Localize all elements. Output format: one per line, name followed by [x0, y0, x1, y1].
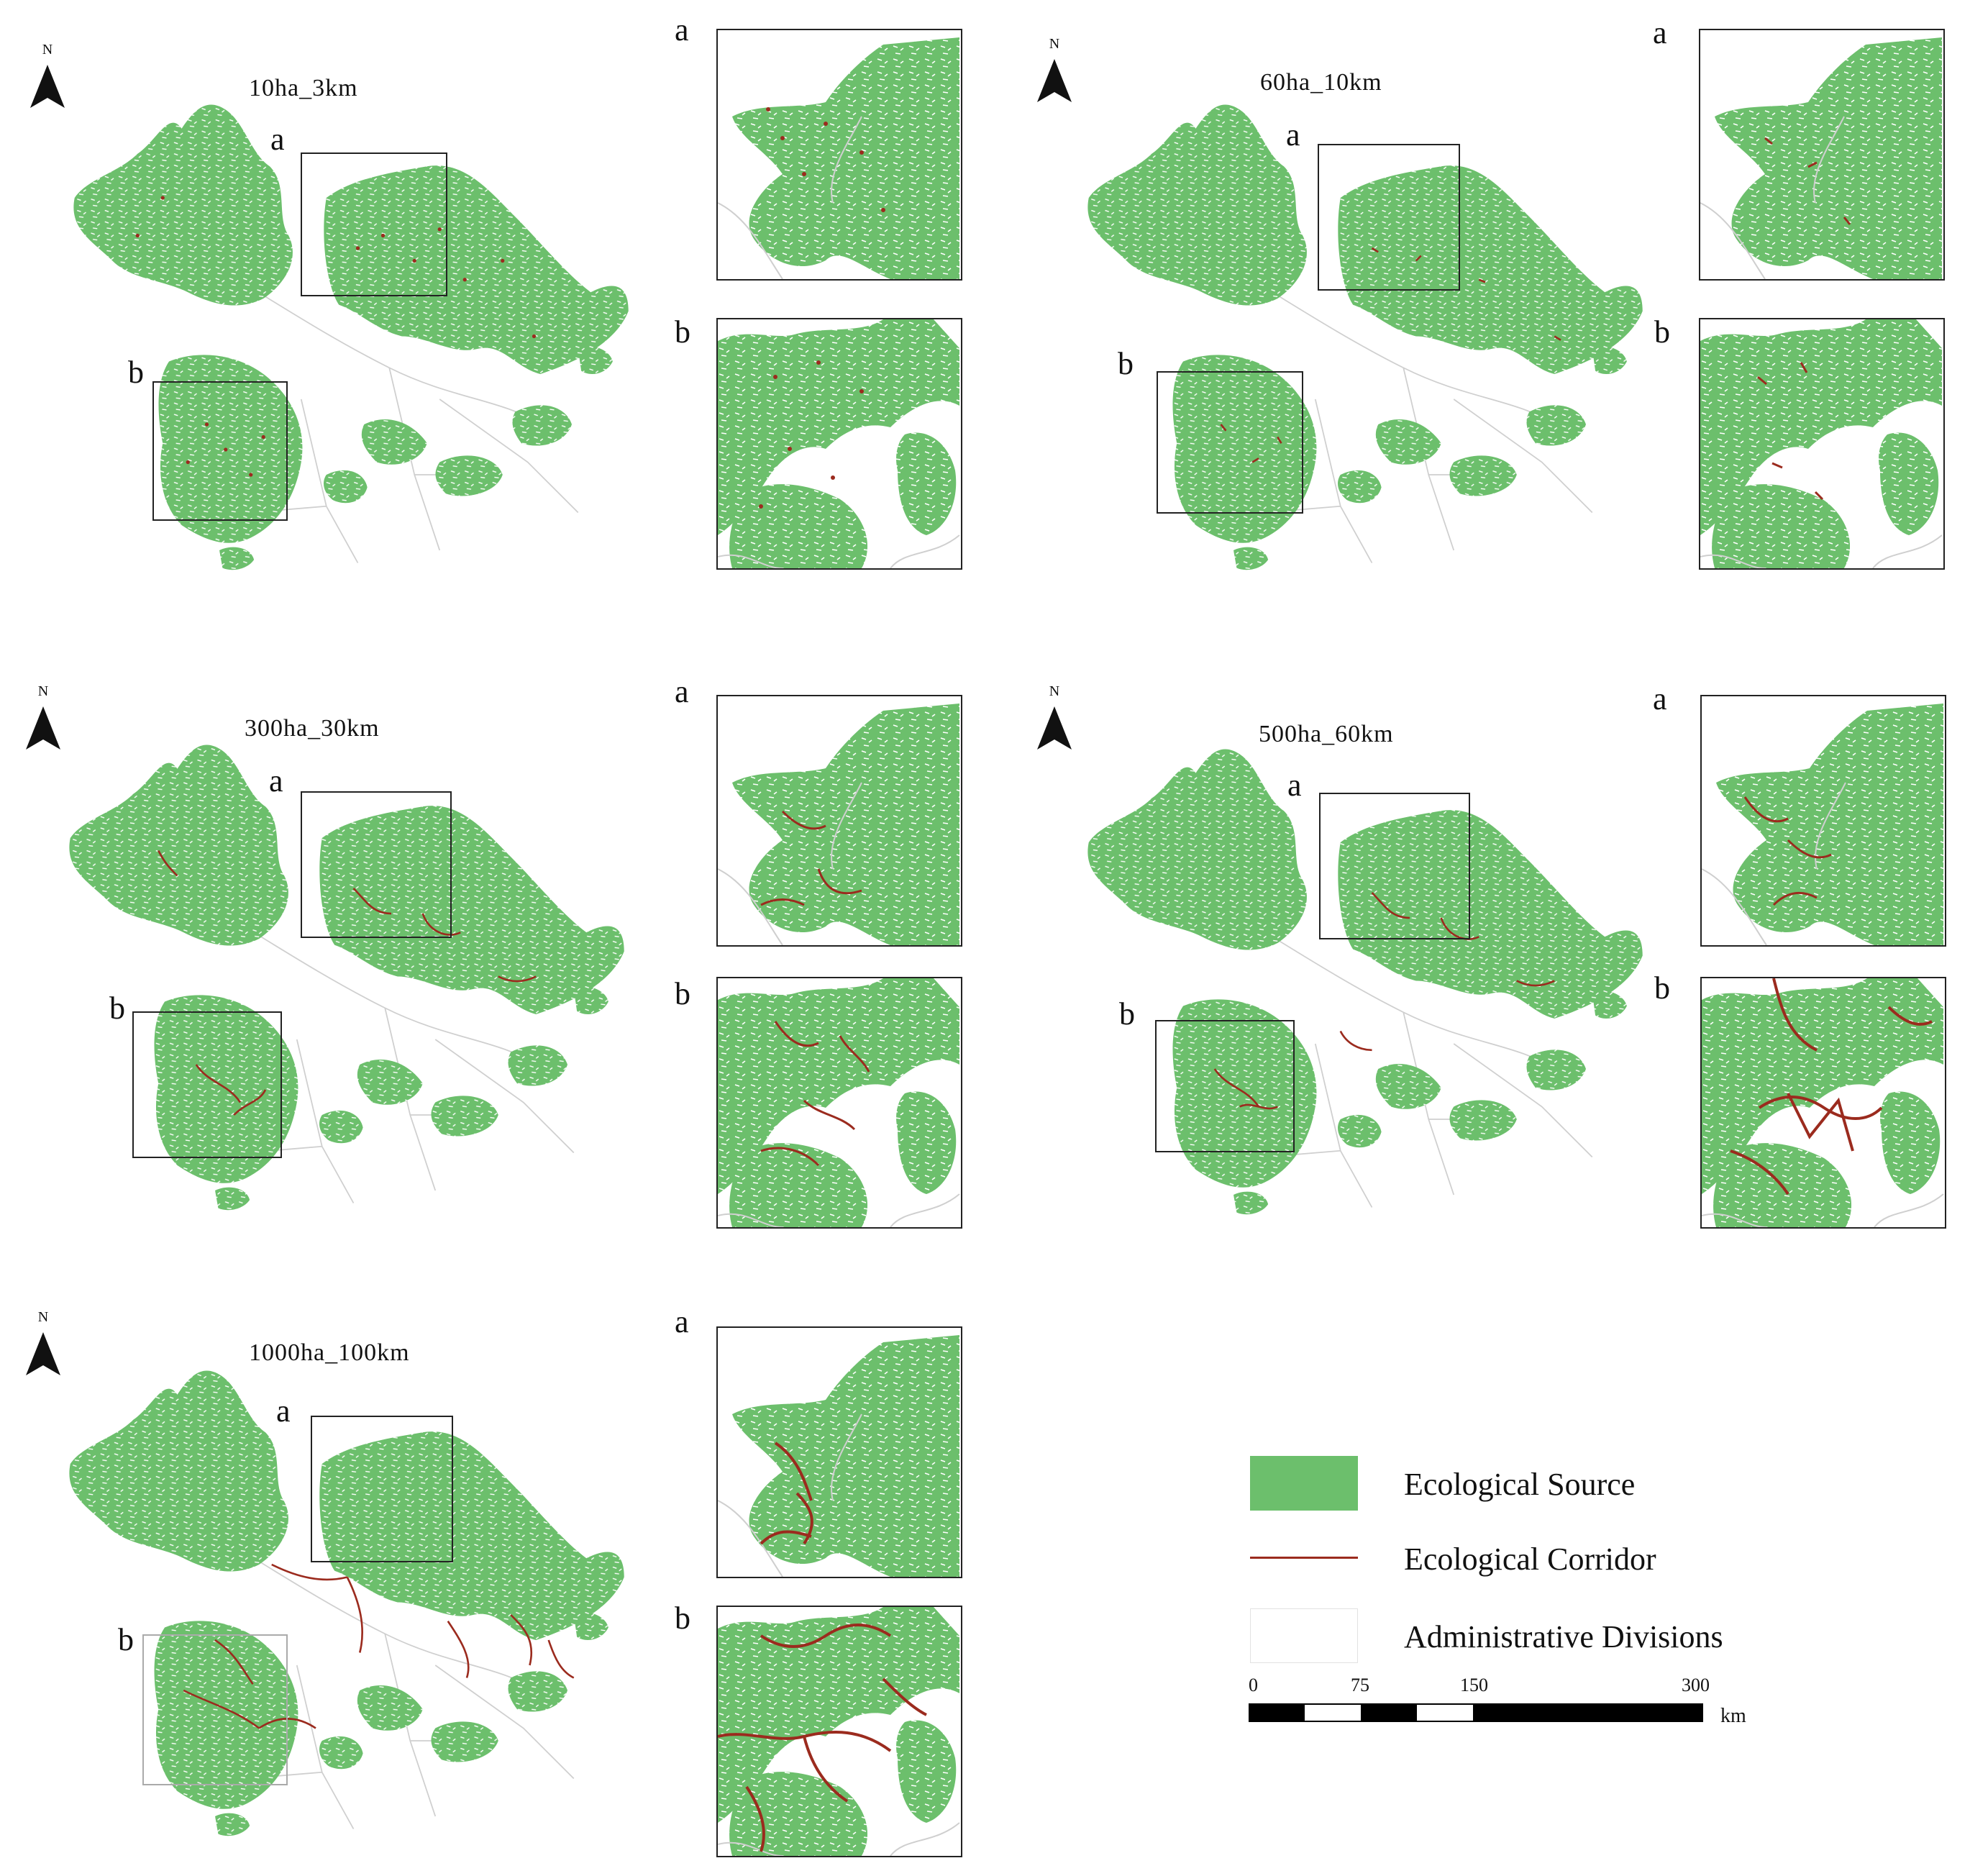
region-box-b [132, 1011, 282, 1158]
corridor-swatch [1250, 1557, 1358, 1559]
inset-label-a: a [1653, 681, 1667, 716]
region-label-b: b [1119, 996, 1135, 1032]
inset-label-b: b [1654, 314, 1670, 350]
region-label-b: b [1118, 346, 1134, 381]
corridor-segments [1220, 247, 1561, 463]
scenario-title: 60ha_10km [1260, 69, 1382, 96]
inset-b [716, 318, 962, 570]
corridor-lines [1213, 892, 1555, 1110]
inset-label-b: b [675, 1600, 690, 1636]
scale-tick-75: 75 [1351, 1675, 1369, 1695]
scale-segment [1249, 1703, 1305, 1722]
inset-a [1699, 29, 1945, 281]
inset-a [1700, 695, 1946, 947]
inset-a [716, 29, 962, 281]
panel-500ha-60km: N 500ha_60km a b a b [1007, 647, 1970, 1244]
legend-item-source: Ecological Source [1249, 1456, 1896, 1513]
legend-item-admin: Administrative Divisions [1249, 1608, 1896, 1666]
scale-tick-150: 150 [1460, 1675, 1488, 1695]
inset-label-a: a [675, 12, 689, 47]
north-arrow-icon: N [1033, 683, 1076, 770]
main-map [1087, 748, 1643, 1216]
inset-label-b: b [675, 976, 690, 1011]
region-label-a: a [1286, 117, 1300, 152]
region-box-a [311, 1416, 453, 1562]
region-label-a: a [276, 1393, 291, 1429]
panel-10ha-3km: N 10ha_3km a b a b [0, 0, 978, 597]
region-box-a [301, 152, 447, 296]
inset-b [1699, 318, 1945, 570]
region-label-b: b [128, 355, 144, 390]
main-map [73, 104, 629, 571]
inset-b [1700, 977, 1946, 1229]
scenario-title: 300ha_30km [245, 715, 380, 742]
scenario-title: 10ha_3km [249, 75, 358, 101]
scale-segment [1361, 1703, 1417, 1722]
legend: Ecological Source Ecological Corridor Ad… [1249, 1446, 1896, 1784]
scale-segment [1305, 1703, 1361, 1722]
region-box-a [1319, 793, 1470, 939]
legend-label-source: Ecological Source [1404, 1467, 1636, 1502]
panel-60ha-10km: N 60ha_10km a b a b [1007, 0, 1970, 597]
panel-300ha-30km: N 300ha_30km a b a b [0, 647, 978, 1244]
region-label-a: a [270, 122, 285, 157]
region-box-a [301, 791, 452, 938]
region-box-b [152, 381, 288, 521]
scale-segment [1417, 1703, 1473, 1722]
inset-label-a: a [675, 674, 689, 709]
inset-b [716, 1606, 962, 1857]
region-label-a: a [269, 763, 283, 798]
scenario-title: 1000ha_100km [249, 1339, 410, 1366]
scale-segment [1473, 1703, 1703, 1722]
north-arrow-icon: N [26, 42, 69, 128]
north-arrow-icon: N [22, 1309, 65, 1395]
scale-unit: km [1720, 1705, 1746, 1727]
main-map [68, 744, 625, 1211]
corridor-lines [158, 850, 537, 1116]
source-swatch [1250, 1456, 1358, 1511]
north-arrow-icon: N [22, 683, 65, 770]
legend-label-corridor: Ecological Corridor [1404, 1542, 1656, 1577]
scale-tick-300: 300 [1682, 1675, 1710, 1695]
inset-a [716, 1326, 962, 1578]
inset-label-b: b [675, 314, 690, 350]
main-map [68, 1370, 625, 1837]
legend-label-admin: Administrative Divisions [1404, 1619, 1723, 1654]
scenario-title: 500ha_60km [1259, 721, 1394, 747]
main-map [1087, 104, 1643, 571]
scale-tick-0: 0 [1249, 1675, 1258, 1695]
inset-a [716, 695, 962, 947]
region-label-a: a [1287, 768, 1302, 803]
region-box-b [1157, 371, 1303, 514]
region-box-b [142, 1634, 288, 1785]
corridor-dots [135, 196, 537, 477]
inset-label-b: b [1654, 970, 1670, 1006]
inset-b [716, 977, 962, 1229]
region-label-b: b [118, 1622, 134, 1657]
panel-1000ha-100km: N 1000ha_100km a b a b [0, 1273, 978, 1876]
inset-label-a: a [1653, 15, 1667, 50]
admin-swatch [1250, 1608, 1358, 1663]
scale-bar: 0 75 150 300 km [1249, 1675, 1824, 1768]
region-label-b: b [109, 991, 125, 1026]
north-arrow-icon: N [1033, 36, 1076, 122]
legend-item-corridor: Ecological Corridor [1249, 1531, 1896, 1588]
inset-label-a: a [675, 1304, 689, 1339]
region-box-a [1318, 144, 1460, 291]
region-box-b [1155, 1020, 1295, 1152]
